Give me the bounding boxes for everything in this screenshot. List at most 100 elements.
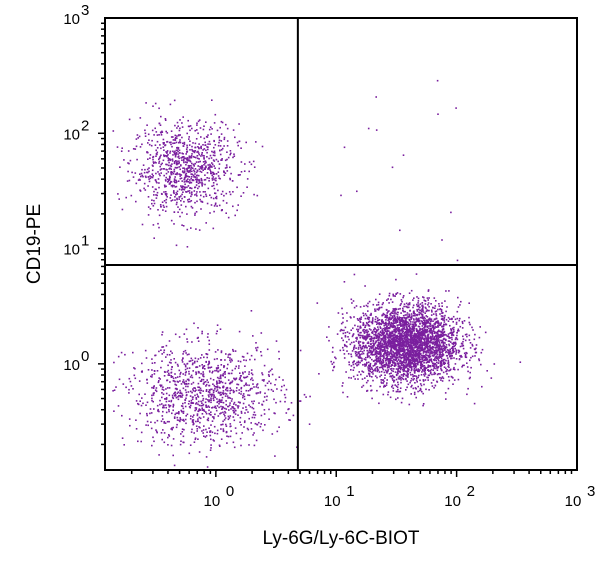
data-point — [174, 383, 176, 386]
data-point — [189, 140, 191, 142]
data-point — [208, 140, 211, 143]
data-point — [420, 331, 422, 334]
data-point — [186, 413, 189, 416]
data-point — [419, 350, 422, 352]
data-point — [334, 356, 336, 359]
data-point — [181, 410, 183, 413]
data-point — [215, 407, 217, 409]
data-point — [149, 157, 151, 159]
data-point — [245, 382, 247, 385]
data-point — [438, 357, 440, 359]
data-point — [224, 376, 226, 379]
data-point — [240, 393, 242, 395]
data-point — [196, 428, 199, 430]
data-point — [182, 153, 184, 155]
data-point — [179, 443, 182, 446]
data-point — [391, 301, 394, 303]
data-point — [362, 345, 365, 347]
data-point — [423, 344, 426, 346]
data-point — [201, 395, 204, 397]
data-point — [260, 354, 263, 357]
data-point — [475, 347, 477, 350]
data-point — [392, 293, 394, 296]
data-point — [372, 345, 375, 347]
data-point — [176, 416, 179, 419]
data-point — [412, 356, 415, 359]
data-point — [360, 373, 362, 376]
data-point — [171, 163, 173, 165]
data-point — [452, 351, 454, 354]
data-point — [165, 191, 167, 193]
data-point — [195, 408, 197, 411]
data-point — [469, 323, 471, 326]
data-point — [478, 359, 481, 362]
data-point — [173, 190, 175, 192]
data-point — [419, 340, 421, 343]
data-point — [421, 369, 424, 371]
data-point — [289, 419, 291, 421]
data-point — [152, 224, 155, 226]
data-point — [429, 322, 432, 325]
data-point — [230, 152, 232, 155]
data-point — [168, 410, 170, 413]
data-point — [393, 355, 396, 357]
data-point — [127, 162, 129, 164]
data-point — [153, 162, 155, 164]
data-point — [409, 341, 411, 343]
data-point — [346, 345, 348, 348]
data-point — [456, 338, 459, 341]
data-point — [367, 342, 370, 345]
data-point — [235, 377, 238, 380]
data-point — [452, 343, 455, 346]
data-point — [420, 312, 422, 315]
data-point — [365, 339, 367, 341]
data-point — [216, 398, 218, 400]
data-point — [182, 357, 184, 360]
data-point — [410, 349, 412, 351]
data-point — [440, 345, 443, 348]
data-point — [218, 204, 221, 207]
data-point — [445, 323, 448, 326]
data-point — [135, 200, 137, 203]
data-point — [448, 349, 450, 352]
data-point — [237, 405, 240, 407]
data-point — [363, 347, 366, 349]
data-point — [430, 371, 432, 374]
data-point — [418, 311, 420, 314]
data-point — [184, 365, 187, 368]
data-point — [163, 406, 165, 409]
data-point — [395, 292, 398, 295]
data-point — [469, 347, 472, 349]
data-point — [448, 379, 451, 382]
data-point — [411, 351, 414, 354]
data-point — [180, 409, 182, 412]
data-point — [256, 384, 258, 386]
data-point — [232, 407, 235, 409]
data-point — [429, 328, 432, 331]
data-point — [366, 349, 368, 352]
data-point — [429, 345, 431, 347]
data-point — [191, 359, 194, 362]
data-point — [232, 409, 234, 412]
data-point — [160, 384, 163, 387]
data-point — [383, 336, 386, 338]
data-point — [435, 359, 437, 362]
data-point — [217, 415, 220, 417]
data-point — [173, 192, 175, 195]
data-point — [427, 376, 429, 379]
data-point — [159, 399, 161, 402]
data-point — [127, 170, 129, 173]
data-point — [275, 378, 277, 381]
data-point — [148, 170, 150, 173]
data-point — [421, 325, 424, 327]
data-point — [414, 313, 416, 315]
data-point — [216, 401, 218, 404]
data-point — [233, 378, 236, 380]
data-point — [185, 163, 187, 166]
data-point — [195, 398, 198, 400]
data-point — [142, 402, 144, 405]
data-point — [184, 399, 186, 401]
data-point — [190, 402, 192, 404]
data-point — [213, 396, 215, 398]
data-point — [209, 166, 211, 169]
